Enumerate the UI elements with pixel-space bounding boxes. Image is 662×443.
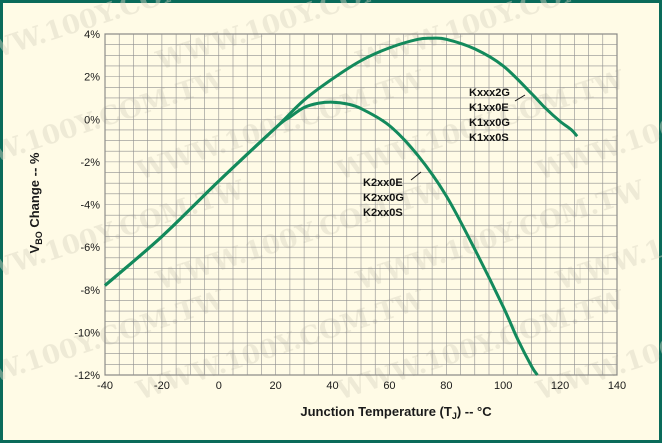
x-tick-label: 100 [494,380,512,392]
y-tick-label: -8% [80,285,100,297]
annotation-lower-line-1: K2xx0E [363,177,403,189]
y-tick-label: 2% [84,72,100,84]
x-tick-label: -20 [154,380,170,392]
annotation-upper-line-1: Kxxx2G [469,87,510,99]
x-tick-label: 120 [551,380,569,392]
x-tick-label: 80 [440,380,452,392]
x-tick-label: 40 [326,380,338,392]
x-tick-label: 140 [608,380,626,392]
x-tick-label: -40 [97,380,113,392]
y-tick-label: -4% [80,200,100,212]
annotation-upper-leader [514,94,526,102]
y-tick-label: 0% [84,114,100,126]
annotation-upper: Kxxx2G K1xx0E K1xx0G K1xx0S [469,87,526,144]
y-tick-label: -6% [80,242,100,254]
grid [104,33,618,376]
x-tick-label: 0 [216,380,222,392]
series-line-k2xx0 [104,100,539,376]
tick-labels: -40 -20 0 20 40 60 80 100 120 140 4% 2% 0% -2% -4% -6% -… [74,29,626,392]
y-axis-title: VBO Change -- % [27,152,44,253]
annotation-lower-line-3: K2xx0S [363,207,403,219]
annotation-lower-line-2: K2xx0G [363,192,404,204]
y-tick-label: -12% [74,370,100,382]
x-axis-title: Junction Temperature (TJ) -- °C [300,404,492,421]
y-tick-label: 4% [84,29,100,41]
annotation-upper-line-3: K1xx0G [469,117,510,129]
y-tick-label: -2% [80,157,100,169]
annotation-upper-line-2: K1xx0E [469,102,509,114]
annotation-lower: K2xx0E K2xx0G K2xx0S [363,171,422,219]
annotation-lower-leader [410,171,422,181]
x-tick-label: 60 [383,380,395,392]
annotation-upper-line-4: K1xx0S [469,132,509,144]
series-layer [104,36,579,376]
y-tick-label: -10% [74,327,100,339]
x-tick-label: 20 [270,380,282,392]
